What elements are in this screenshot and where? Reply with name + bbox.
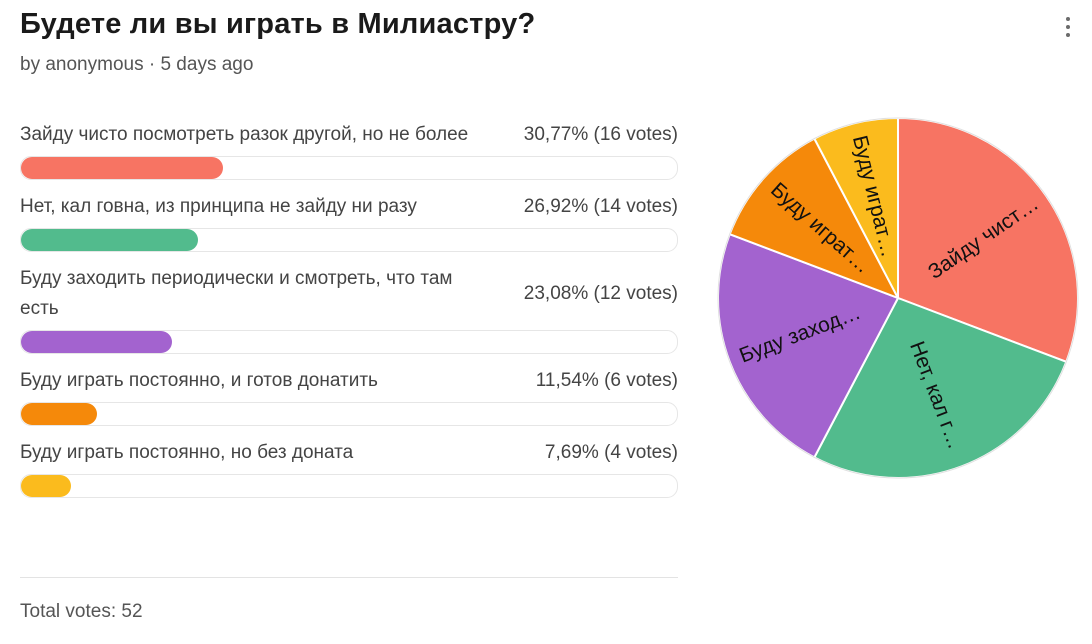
option-bar-track (20, 474, 678, 498)
option-label: Буду заходить периодически и смотреть, ч… (20, 268, 453, 319)
option-bar-fill (21, 331, 173, 353)
option-label: Зайду чисто посмотреть разок другой, но … (20, 124, 469, 145)
more-options-icon[interactable] (1058, 14, 1078, 40)
option-percentage: 23,08% (12 votes) (523, 283, 678, 304)
option-percentage: 30,77% (16 votes) (523, 124, 678, 145)
option-label: Буду играть постоянно, и готов донатить (20, 370, 378, 391)
total-votes: Total votes: 52 (20, 601, 143, 622)
poll-option: Буду заходить периодически и смотреть, ч… (20, 264, 678, 354)
option-bar-track (20, 228, 678, 252)
option-bar-fill (21, 229, 198, 251)
option-percentage: 7,69% (4 votes) (544, 442, 678, 463)
option-bar-fill (21, 403, 97, 425)
poll-options: Зайду чисто посмотреть разок другой, но … (20, 120, 678, 510)
pie-chart: Зайду чист…Нет, кал г…Буду заход…Буду иг… (717, 116, 1079, 479)
option-percentage: 11,54% (6 votes) (535, 370, 678, 391)
option-bar-fill (21, 157, 223, 179)
poll-meta: by anonymous · 5 days ago (20, 54, 254, 75)
option-label: Нет, кал говна, из принципа не зайду ни … (20, 196, 417, 217)
option-bar-fill (21, 475, 72, 497)
poll-option: Буду играть постоянно, но без доната 7,6… (20, 438, 678, 498)
option-label: Буду играть постоянно, но без доната (20, 442, 354, 463)
poll-title: Будете ли вы играть в Милиастру? (20, 8, 536, 40)
option-bar-track (20, 402, 678, 426)
option-bar-track (20, 156, 678, 180)
poll-option: Зайду чисто посмотреть разок другой, но … (20, 120, 678, 180)
pie-outline (717, 117, 1079, 479)
option-percentage: 26,92% (14 votes) (523, 196, 678, 217)
poll-option: Буду играть постоянно, и готов донатить … (20, 366, 678, 426)
poll-option: Нет, кал говна, из принципа не зайду ни … (20, 192, 678, 252)
option-bar-track (20, 330, 678, 354)
divider (20, 577, 678, 578)
